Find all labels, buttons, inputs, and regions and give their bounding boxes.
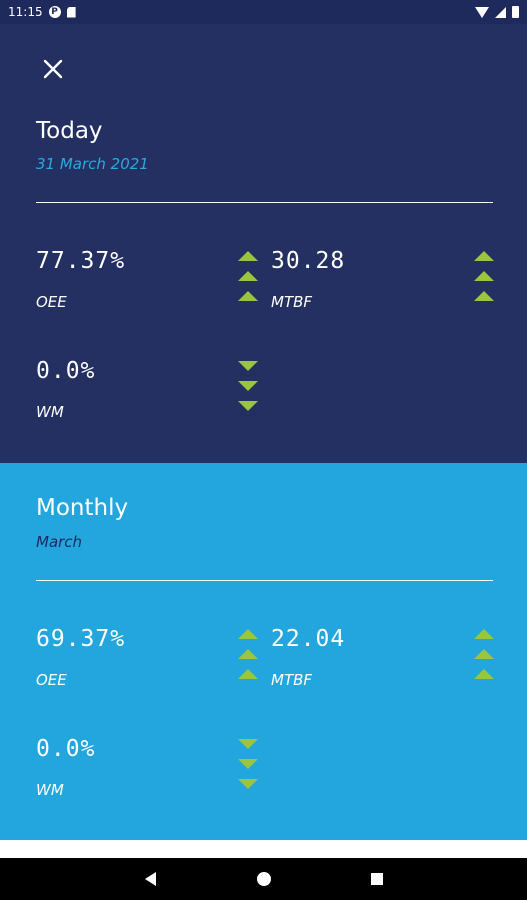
monthly-title: Monthly [36,495,129,521]
chevron-up-icon [474,669,494,679]
chevron-down-icon [238,739,258,749]
chevron-up-icon [238,291,258,301]
today-oee-label: OEE [36,293,67,311]
home-icon[interactable] [256,871,272,887]
trend-up-icon [238,629,258,683]
status-bar: 11:15 P [0,0,527,24]
monthly-oee-label: OEE [36,671,67,689]
trend-up-icon [474,629,494,683]
chevron-up-icon [474,629,494,639]
chevron-up-icon [238,629,258,639]
chevron-down-icon [238,381,258,391]
today-divider [36,202,493,203]
chevron-down-icon [238,779,258,789]
today-title: Today [36,118,103,144]
status-right [475,6,519,18]
monthly-divider [36,580,493,581]
battery-icon [512,6,519,18]
today-date: 31 March 2021 [36,155,149,173]
today-wm-value: 0.0% [36,358,96,384]
today-oee-metric: 77.37% OEE [36,248,266,318]
today-mtbf-value: 30.28 [271,248,346,274]
chevron-up-icon [238,271,258,281]
today-wm-metric: 0.0% WM [36,358,266,428]
monthly-oee-value: 69.37% [36,626,126,652]
chevron-up-icon [474,291,494,301]
trend-down-icon [238,739,258,793]
back-button[interactable] [143,871,159,887]
today-section: Today 31 March 2021 77.37% OEE 30.28 MTB… [0,24,527,463]
monthly-section: Monthly March 69.37% OEE 22.04 MTBF 0.0%… [0,463,527,840]
chevron-up-icon [238,251,258,261]
signal-icon [495,6,506,18]
status-time: 11:15 [8,5,43,19]
bottom-spacer [0,840,527,858]
today-mtbf-metric: 30.28 MTBF [271,248,501,318]
chevron-down-icon [238,401,258,411]
back-icon[interactable] [143,871,159,887]
monthly-wm-label: WM [36,781,64,799]
system-nav-bar [0,858,527,900]
p-circle-icon: P [48,6,61,18]
recents-icon[interactable] [369,871,385,887]
monthly-period: March [36,533,83,551]
chevron-up-icon [474,251,494,261]
home-button[interactable] [256,871,272,887]
monthly-wm-value: 0.0% [36,736,96,762]
chevron-up-icon [238,649,258,659]
recents-button[interactable] [369,871,385,887]
monthly-mtbf-metric: 22.04 MTBF [271,626,501,696]
today-oee-value: 77.37% [36,248,126,274]
monthly-mtbf-value: 22.04 [271,626,346,652]
chevron-down-icon [238,759,258,769]
monthly-oee-metric: 69.37% OEE [36,626,266,696]
status-left: 11:15 P [8,5,76,19]
trend-down-icon [238,361,258,415]
today-wm-label: WM [36,403,64,421]
today-mtbf-label: MTBF [271,293,313,311]
wifi-icon [475,6,489,18]
monthly-mtbf-label: MTBF [271,671,313,689]
chevron-up-icon [474,649,494,659]
chevron-down-icon [238,361,258,371]
sd-card-icon [66,6,76,18]
trend-up-icon [474,251,494,305]
chevron-up-icon [474,271,494,281]
close-icon[interactable] [40,56,66,82]
trend-up-icon [238,251,258,305]
monthly-wm-metric: 0.0% WM [36,736,266,806]
chevron-up-icon [238,669,258,679]
close-button[interactable] [40,56,66,82]
